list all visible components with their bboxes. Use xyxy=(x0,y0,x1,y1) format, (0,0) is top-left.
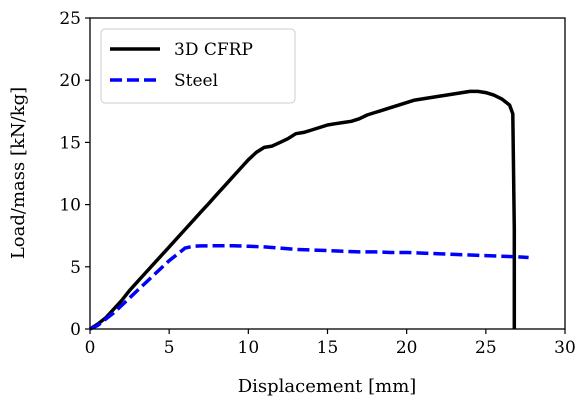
legend-label-3d-cfrp: 3D CFRP xyxy=(174,40,253,60)
legend: 3D CFRP Steel xyxy=(100,28,296,104)
y-tick-label: 25 xyxy=(59,9,81,29)
y-tick-label: 0 xyxy=(70,320,81,340)
x-tick-label: 15 xyxy=(317,338,339,358)
axis-ticks: 0 5 10 15 20 25 30 0 5 10 15 20 25 xyxy=(59,9,575,358)
x-tick-label: 0 xyxy=(85,338,96,358)
y-tick-label: 10 xyxy=(59,196,81,216)
legend-label-steel: Steel xyxy=(174,71,218,91)
series-line-3d-cfrp xyxy=(89,89,517,331)
x-tick-label: 30 xyxy=(554,338,576,358)
y-tick-label: 15 xyxy=(59,133,81,153)
x-tick-label: 20 xyxy=(396,338,418,358)
y-tick-label: 5 xyxy=(70,258,81,278)
y-axis-label: Load/mass [kN/kg] xyxy=(8,87,29,259)
plot-frame xyxy=(89,17,566,330)
x-axis-label: Displacement [mm] xyxy=(238,376,417,397)
y-tick-label: 20 xyxy=(59,71,81,91)
x-tick-label: 5 xyxy=(164,338,175,358)
series-lines xyxy=(89,89,529,331)
series-line-steel xyxy=(89,243,529,331)
x-tick-label: 25 xyxy=(475,338,497,358)
x-tick-label: 10 xyxy=(238,338,260,358)
